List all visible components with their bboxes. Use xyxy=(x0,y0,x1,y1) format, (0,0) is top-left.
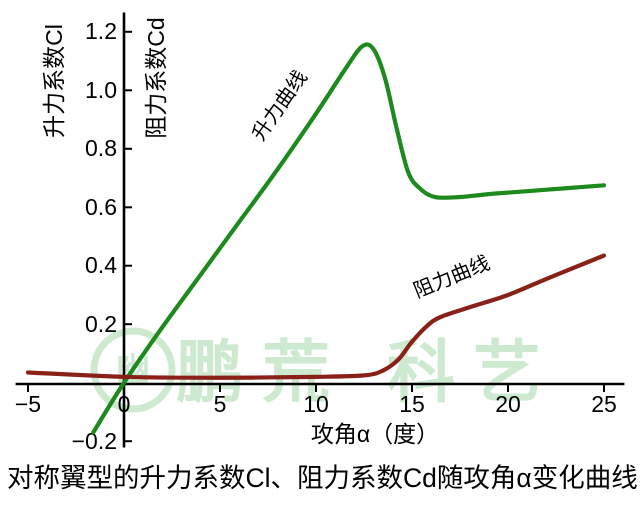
svg-text:20: 20 xyxy=(495,391,521,417)
svg-text:5: 5 xyxy=(214,391,227,417)
svg-text:阻力系数Cd: 阻力系数Cd xyxy=(143,17,169,138)
svg-text:攻角α（度）: 攻角α（度） xyxy=(311,421,439,447)
svg-text:鹏: 鹏 xyxy=(176,335,244,411)
svg-text:15: 15 xyxy=(399,391,425,417)
svg-text:对称翼型的升力系数Cl、阻力系数Cd随攻角α变化曲线: 对称翼型的升力系数Cl、阻力系数Cd随攻角α变化曲线 xyxy=(7,463,638,493)
svg-text:0.4: 0.4 xyxy=(85,252,117,278)
svg-text:1.2: 1.2 xyxy=(85,18,117,44)
svg-text:0.2: 0.2 xyxy=(85,311,117,337)
svg-text:0: 0 xyxy=(118,391,131,417)
svg-text:25: 25 xyxy=(591,391,617,417)
svg-text:10: 10 xyxy=(303,391,329,417)
svg-text:0.6: 0.6 xyxy=(85,194,117,220)
svg-text:1.0: 1.0 xyxy=(85,77,117,103)
svg-text:−5: −5 xyxy=(15,391,41,417)
svg-text:升力系数Cl: 升力系数Cl xyxy=(41,24,67,138)
svg-text:0.8: 0.8 xyxy=(85,135,117,161)
